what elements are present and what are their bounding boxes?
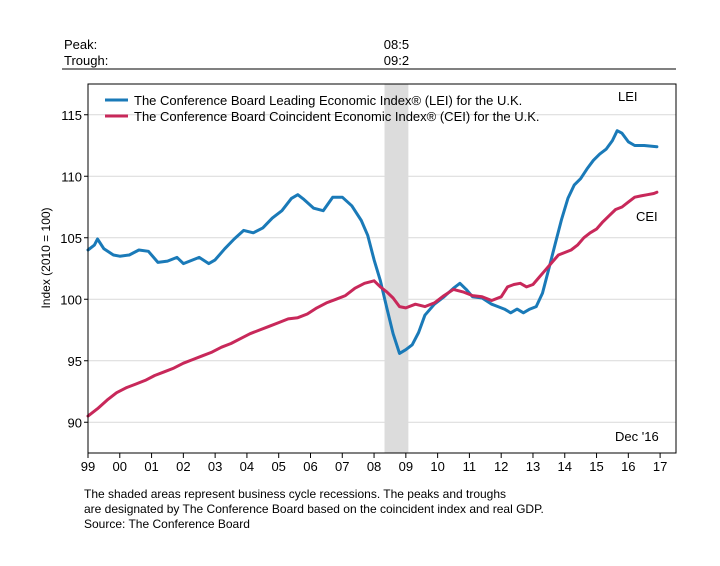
- cei-line: [86, 190, 659, 418]
- x-tick-label: 08: [367, 459, 381, 474]
- y-tick-label: 105: [60, 231, 82, 246]
- peak-date: 08:5: [384, 37, 409, 52]
- x-axis: 99 00 01 02 03 04 05 06 07 08 09 10 11 12 13 14 15 16 17: [81, 453, 667, 474]
- lei-line: [86, 129, 659, 355]
- footnote-line-1: The shaded areas represent business cycl…: [84, 487, 507, 501]
- x-tick-label: 99: [81, 459, 95, 474]
- footnote-line-3: Source: The Conference Board: [84, 517, 250, 531]
- y-tick-label: 115: [61, 108, 82, 123]
- x-tick-label: 16: [621, 459, 635, 474]
- y-axis-label: Index (2010 = 100): [39, 207, 53, 308]
- y-tick-label: 90: [68, 415, 82, 430]
- x-tick-label: 15: [589, 459, 603, 474]
- footnote: The shaded areas represent business cycl…: [84, 487, 544, 532]
- trough-date: 09:2: [384, 53, 409, 68]
- y-tick-label: 110: [61, 169, 82, 184]
- x-tick-label: 02: [176, 459, 190, 474]
- lei-series-label: LEI: [618, 89, 638, 104]
- x-tick-label: 13: [526, 459, 540, 474]
- series-lines: [86, 129, 659, 418]
- x-tick-label: 09: [399, 459, 413, 474]
- x-tick-label: 01: [144, 459, 158, 474]
- peak-label: Peak:: [64, 37, 97, 52]
- cei-series-label: CEI: [636, 209, 658, 224]
- x-tick-label: 07: [335, 459, 349, 474]
- legend-label-cei: The Conference Board Coincident Economic…: [134, 109, 540, 124]
- recession-band: [384, 84, 409, 453]
- footnote-line-2: are designated by The Conference Board b…: [84, 502, 544, 516]
- legend: The Conference Board Leading Economic In…: [105, 93, 540, 124]
- x-tick-label: 05: [271, 459, 285, 474]
- x-tick-label: 04: [240, 459, 254, 474]
- chart: Peak: Trough: 08:5 09:2 9095100105110115…: [39, 37, 677, 474]
- y-axis: 90 95 100 105 110 115: [60, 108, 88, 430]
- end-date-note: Dec '16: [615, 429, 659, 444]
- plot-frame: [87, 83, 677, 454]
- legend-label-lei: The Conference Board Leading Economic In…: [134, 93, 522, 108]
- x-tick-label: 03: [208, 459, 222, 474]
- x-tick-label: 12: [494, 459, 508, 474]
- x-tick-label: 14: [558, 459, 572, 474]
- x-tick-label: 10: [430, 459, 444, 474]
- x-tick-label: 17: [653, 459, 667, 474]
- x-tick-label: 00: [113, 459, 127, 474]
- x-tick-label: 06: [303, 459, 317, 474]
- trough-label: Trough:: [64, 53, 108, 68]
- y-tick-label: 100: [60, 292, 82, 307]
- y-tick-label: 95: [68, 354, 82, 369]
- gridlines: [88, 114, 676, 423]
- x-tick-label: 11: [463, 459, 477, 474]
